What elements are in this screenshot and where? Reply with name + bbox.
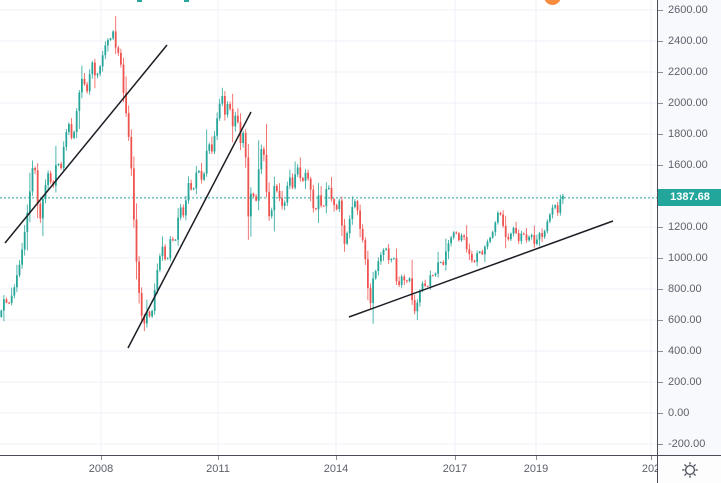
price-axis-label: 1600.00 xyxy=(668,158,708,171)
last-price-value: 1387.68 xyxy=(670,191,710,204)
time-tick xyxy=(455,456,456,460)
time-tick xyxy=(218,456,219,460)
notification-dot-icon[interactable] xyxy=(543,0,561,5)
trendline-drawing[interactable] xyxy=(348,220,614,318)
price-axis-label: 200.00 xyxy=(668,375,702,388)
price-tick xyxy=(658,134,663,135)
price-tick xyxy=(658,351,663,352)
price-tick xyxy=(658,41,663,42)
price-tick xyxy=(658,258,663,259)
legend-remnant-mark xyxy=(137,0,142,2)
last-price-badge: 1387.68 xyxy=(658,189,721,207)
price-axis-label: 2200.00 xyxy=(668,65,708,78)
price-tick xyxy=(658,227,663,228)
price-tick xyxy=(658,165,663,166)
time-axis[interactable]: 2008 2011 2014 2017 2019 202 xyxy=(0,455,657,483)
price-axis-label: 600.00 xyxy=(668,313,702,326)
gear-icon[interactable] xyxy=(680,460,700,480)
trendline-drawing[interactable] xyxy=(4,44,168,244)
price-axis-label: 800.00 xyxy=(668,282,702,295)
price-axis[interactable]: 1387.68 2600.00 2400.00 2200.00 2000.00 1800… xyxy=(657,0,721,455)
price-axis-label: 2000.00 xyxy=(668,96,708,109)
price-axis-label: 1800.00 xyxy=(668,127,708,140)
trendline-drawing[interactable] xyxy=(127,111,252,349)
price-tick xyxy=(658,103,663,104)
time-tick xyxy=(336,456,337,460)
time-tick xyxy=(651,456,652,460)
price-axis-label: 0.00 xyxy=(668,406,690,419)
price-chart-pane[interactable] xyxy=(0,0,657,455)
axis-settings-corner xyxy=(657,455,721,483)
time-axis-label: 202 xyxy=(641,463,657,475)
time-tick xyxy=(536,456,537,460)
price-tick xyxy=(658,10,663,11)
time-axis-label: 2019 xyxy=(523,463,549,475)
price-tick xyxy=(658,444,663,445)
price-axis-label: 2400.00 xyxy=(668,34,708,47)
candlestick-chart[interactable] xyxy=(0,0,657,455)
price-axis-label: 2600.00 xyxy=(668,3,708,16)
time-axis-label: 2011 xyxy=(206,463,230,475)
price-tick xyxy=(658,72,663,73)
time-axis-label: 2008 xyxy=(88,463,114,475)
price-tick xyxy=(658,382,663,383)
price-axis-label: -200.00 xyxy=(668,437,706,450)
time-tick xyxy=(101,456,102,460)
price-axis-label: 1000.00 xyxy=(668,251,708,264)
price-tick xyxy=(658,289,663,290)
price-tick xyxy=(658,320,663,321)
time-axis-label: 2014 xyxy=(323,463,349,475)
price-tick xyxy=(658,413,663,414)
price-axis-label: 1200.00 xyxy=(668,220,708,233)
legend-remnant-mark xyxy=(184,0,189,2)
price-axis-label: 400.00 xyxy=(668,344,702,357)
time-axis-label: 2017 xyxy=(442,463,468,475)
